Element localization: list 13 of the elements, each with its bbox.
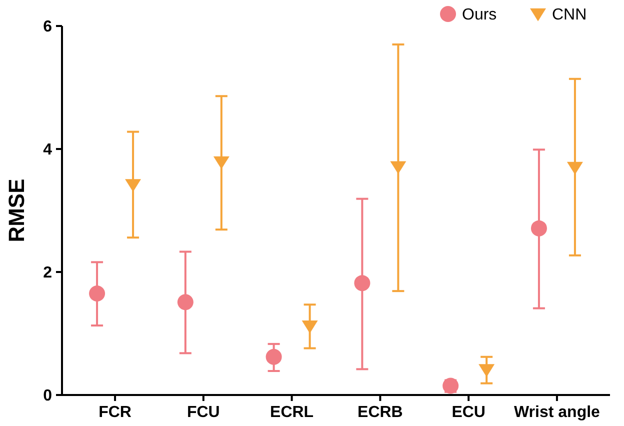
y-tick-label: 6 bbox=[43, 18, 52, 36]
x-tick-label: ECRL bbox=[270, 404, 314, 421]
x-tick-label: Wrist angle bbox=[514, 404, 600, 421]
y-axis-title: RMSE bbox=[4, 178, 29, 242]
x-tick-label: FCR bbox=[98, 404, 132, 421]
legend-label: Ours bbox=[462, 6, 497, 24]
x-tick-label: ECRB bbox=[358, 404, 403, 421]
x-tick-label: FCU bbox=[186, 404, 220, 421]
y-tick-label: 0 bbox=[43, 388, 52, 405]
y-tick-label: 2 bbox=[43, 264, 52, 282]
y-tick-label: 4 bbox=[43, 142, 52, 159]
legend-label: CNN bbox=[552, 6, 587, 24]
x-tick-label: ECU bbox=[452, 404, 486, 421]
